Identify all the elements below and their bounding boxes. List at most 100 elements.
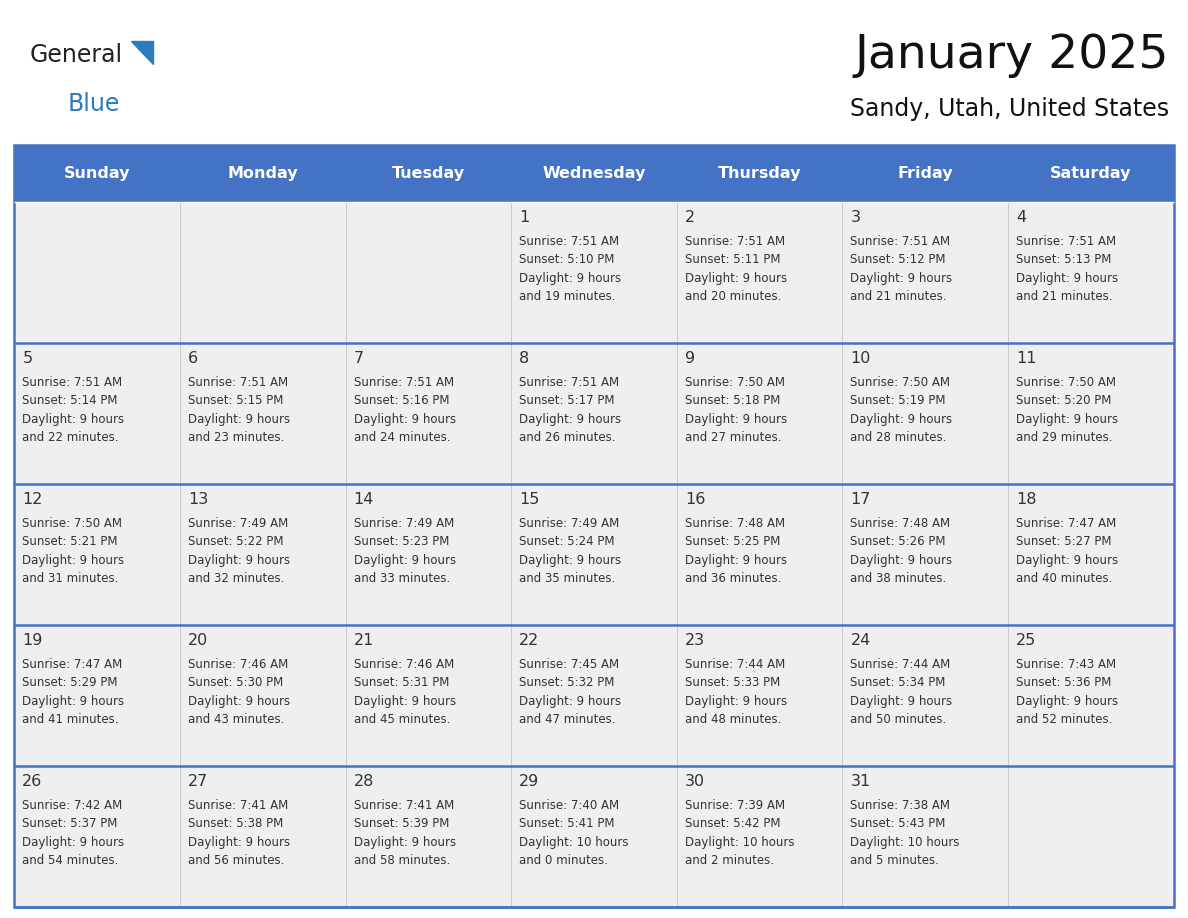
Text: 8: 8	[519, 351, 530, 366]
Bar	[842, 766, 1009, 907]
Text: 29: 29	[519, 774, 539, 789]
Text: January 2025: January 2025	[854, 33, 1169, 78]
Bar	[511, 484, 677, 625]
Bar	[842, 625, 1009, 766]
Bar	[14, 145, 1174, 907]
Bar	[511, 343, 677, 484]
Text: 26: 26	[23, 774, 43, 789]
Bar	[677, 766, 842, 907]
Bar	[179, 625, 346, 766]
Text: Sunrise: 7:50 AM
Sunset: 5:21 PM
Daylight: 9 hours
and 31 minutes.: Sunrise: 7:50 AM Sunset: 5:21 PM Dayligh…	[23, 517, 125, 586]
Text: Sunrise: 7:49 AM
Sunset: 5:24 PM
Daylight: 9 hours
and 35 minutes.: Sunrise: 7:49 AM Sunset: 5:24 PM Dayligh…	[519, 517, 621, 586]
Text: Sunrise: 7:51 AM
Sunset: 5:16 PM
Daylight: 9 hours
and 24 minutes.: Sunrise: 7:51 AM Sunset: 5:16 PM Dayligh…	[354, 376, 456, 444]
Text: 24: 24	[851, 633, 871, 648]
Bar	[346, 766, 511, 907]
Text: 3: 3	[851, 210, 860, 225]
Text: Sunrise: 7:41 AM
Sunset: 5:38 PM
Daylight: 9 hours
and 56 minutes.: Sunrise: 7:41 AM Sunset: 5:38 PM Dayligh…	[188, 799, 290, 868]
Text: Sunrise: 7:50 AM
Sunset: 5:19 PM
Daylight: 9 hours
and 28 minutes.: Sunrise: 7:50 AM Sunset: 5:19 PM Dayligh…	[851, 376, 953, 444]
Bar	[677, 202, 842, 343]
Text: Sunrise: 7:48 AM
Sunset: 5:25 PM
Daylight: 9 hours
and 36 minutes.: Sunrise: 7:48 AM Sunset: 5:25 PM Dayligh…	[684, 517, 786, 586]
Text: 10: 10	[851, 351, 871, 366]
Bar	[14, 625, 179, 766]
Bar	[346, 484, 511, 625]
Text: Wednesday: Wednesday	[542, 166, 646, 181]
Text: 21: 21	[354, 633, 374, 648]
Bar	[677, 343, 842, 484]
Bar	[511, 766, 677, 907]
Text: Sunrise: 7:51 AM
Sunset: 5:12 PM
Daylight: 9 hours
and 21 minutes.: Sunrise: 7:51 AM Sunset: 5:12 PM Dayligh…	[851, 235, 953, 304]
Bar	[1009, 343, 1174, 484]
Text: Sunrise: 7:45 AM
Sunset: 5:32 PM
Daylight: 9 hours
and 47 minutes.: Sunrise: 7:45 AM Sunset: 5:32 PM Dayligh…	[519, 658, 621, 726]
Text: 7: 7	[354, 351, 364, 366]
Text: Sunrise: 7:44 AM
Sunset: 5:34 PM
Daylight: 9 hours
and 50 minutes.: Sunrise: 7:44 AM Sunset: 5:34 PM Dayligh…	[851, 658, 953, 726]
Text: Sunrise: 7:49 AM
Sunset: 5:22 PM
Daylight: 9 hours
and 32 minutes.: Sunrise: 7:49 AM Sunset: 5:22 PM Dayligh…	[188, 517, 290, 586]
Text: Sunrise: 7:48 AM
Sunset: 5:26 PM
Daylight: 9 hours
and 38 minutes.: Sunrise: 7:48 AM Sunset: 5:26 PM Dayligh…	[851, 517, 953, 586]
Text: 13: 13	[188, 492, 208, 507]
Text: Sunrise: 7:47 AM
Sunset: 5:27 PM
Daylight: 9 hours
and 40 minutes.: Sunrise: 7:47 AM Sunset: 5:27 PM Dayligh…	[1016, 517, 1118, 586]
Bar	[1009, 484, 1174, 625]
Text: Sunrise: 7:40 AM
Sunset: 5:41 PM
Daylight: 10 hours
and 0 minutes.: Sunrise: 7:40 AM Sunset: 5:41 PM Dayligh…	[519, 799, 628, 868]
Bar	[14, 484, 179, 625]
Text: Sandy, Utah, United States: Sandy, Utah, United States	[849, 96, 1169, 121]
Text: Sunrise: 7:42 AM
Sunset: 5:37 PM
Daylight: 9 hours
and 54 minutes.: Sunrise: 7:42 AM Sunset: 5:37 PM Dayligh…	[23, 799, 125, 868]
Bar	[179, 202, 346, 343]
Text: 19: 19	[23, 633, 43, 648]
Text: 14: 14	[354, 492, 374, 507]
Text: Sunrise: 7:46 AM
Sunset: 5:31 PM
Daylight: 9 hours
and 45 minutes.: Sunrise: 7:46 AM Sunset: 5:31 PM Dayligh…	[354, 658, 456, 726]
Bar	[677, 625, 842, 766]
Text: 9: 9	[684, 351, 695, 366]
Bar	[511, 625, 677, 766]
Bar	[346, 202, 511, 343]
Text: Thursday: Thursday	[718, 166, 802, 181]
Text: 17: 17	[851, 492, 871, 507]
Text: 1: 1	[519, 210, 530, 225]
Text: 11: 11	[1016, 351, 1037, 366]
Text: 30: 30	[684, 774, 704, 789]
Text: 6: 6	[188, 351, 198, 366]
Text: Sunrise: 7:47 AM
Sunset: 5:29 PM
Daylight: 9 hours
and 41 minutes.: Sunrise: 7:47 AM Sunset: 5:29 PM Dayligh…	[23, 658, 125, 726]
Text: 25: 25	[1016, 633, 1036, 648]
Bar	[1009, 202, 1174, 343]
Bar	[346, 625, 511, 766]
Text: 22: 22	[519, 633, 539, 648]
Text: Sunrise: 7:44 AM
Sunset: 5:33 PM
Daylight: 9 hours
and 48 minutes.: Sunrise: 7:44 AM Sunset: 5:33 PM Dayligh…	[684, 658, 786, 726]
Text: Sunday: Sunday	[64, 166, 131, 181]
Bar	[1009, 625, 1174, 766]
Text: Sunrise: 7:51 AM
Sunset: 5:11 PM
Daylight: 9 hours
and 20 minutes.: Sunrise: 7:51 AM Sunset: 5:11 PM Dayligh…	[684, 235, 786, 304]
Text: Sunrise: 7:50 AM
Sunset: 5:20 PM
Daylight: 9 hours
and 29 minutes.: Sunrise: 7:50 AM Sunset: 5:20 PM Dayligh…	[1016, 376, 1118, 444]
Bar	[677, 484, 842, 625]
Text: 20: 20	[188, 633, 208, 648]
Bar	[179, 766, 346, 907]
Text: 15: 15	[519, 492, 539, 507]
Text: Sunrise: 7:49 AM
Sunset: 5:23 PM
Daylight: 9 hours
and 33 minutes.: Sunrise: 7:49 AM Sunset: 5:23 PM Dayligh…	[354, 517, 456, 586]
Text: Tuesday: Tuesday	[392, 166, 465, 181]
Text: Sunrise: 7:38 AM
Sunset: 5:43 PM
Daylight: 10 hours
and 5 minutes.: Sunrise: 7:38 AM Sunset: 5:43 PM Dayligh…	[851, 799, 960, 868]
Text: Friday: Friday	[897, 166, 953, 181]
Text: 5: 5	[23, 351, 32, 366]
Bar	[14, 202, 179, 343]
Text: 2: 2	[684, 210, 695, 225]
Text: Sunrise: 7:51 AM
Sunset: 5:15 PM
Daylight: 9 hours
and 23 minutes.: Sunrise: 7:51 AM Sunset: 5:15 PM Dayligh…	[188, 376, 290, 444]
Bar	[1009, 766, 1174, 907]
Text: Sunrise: 7:46 AM
Sunset: 5:30 PM
Daylight: 9 hours
and 43 minutes.: Sunrise: 7:46 AM Sunset: 5:30 PM Dayligh…	[188, 658, 290, 726]
Text: 16: 16	[684, 492, 706, 507]
Text: Blue: Blue	[68, 93, 120, 117]
Text: 4: 4	[1016, 210, 1026, 225]
Text: 28: 28	[354, 774, 374, 789]
Text: Saturday: Saturday	[1050, 166, 1132, 181]
Bar	[179, 343, 346, 484]
Text: Sunrise: 7:39 AM
Sunset: 5:42 PM
Daylight: 10 hours
and 2 minutes.: Sunrise: 7:39 AM Sunset: 5:42 PM Dayligh…	[684, 799, 795, 868]
Polygon shape	[131, 41, 153, 64]
Text: Sunrise: 7:51 AM
Sunset: 5:17 PM
Daylight: 9 hours
and 26 minutes.: Sunrise: 7:51 AM Sunset: 5:17 PM Dayligh…	[519, 376, 621, 444]
Text: General: General	[30, 43, 122, 67]
Bar	[346, 343, 511, 484]
Text: Sunrise: 7:51 AM
Sunset: 5:10 PM
Daylight: 9 hours
and 19 minutes.: Sunrise: 7:51 AM Sunset: 5:10 PM Dayligh…	[519, 235, 621, 304]
Text: Sunrise: 7:41 AM
Sunset: 5:39 PM
Daylight: 9 hours
and 58 minutes.: Sunrise: 7:41 AM Sunset: 5:39 PM Dayligh…	[354, 799, 456, 868]
Bar	[179, 484, 346, 625]
Bar	[842, 343, 1009, 484]
Text: Sunrise: 7:43 AM
Sunset: 5:36 PM
Daylight: 9 hours
and 52 minutes.: Sunrise: 7:43 AM Sunset: 5:36 PM Dayligh…	[1016, 658, 1118, 726]
Bar	[14, 145, 1174, 202]
Text: Sunrise: 7:51 AM
Sunset: 5:13 PM
Daylight: 9 hours
and 21 minutes.: Sunrise: 7:51 AM Sunset: 5:13 PM Dayligh…	[1016, 235, 1118, 304]
Bar	[842, 484, 1009, 625]
Text: 12: 12	[23, 492, 43, 507]
